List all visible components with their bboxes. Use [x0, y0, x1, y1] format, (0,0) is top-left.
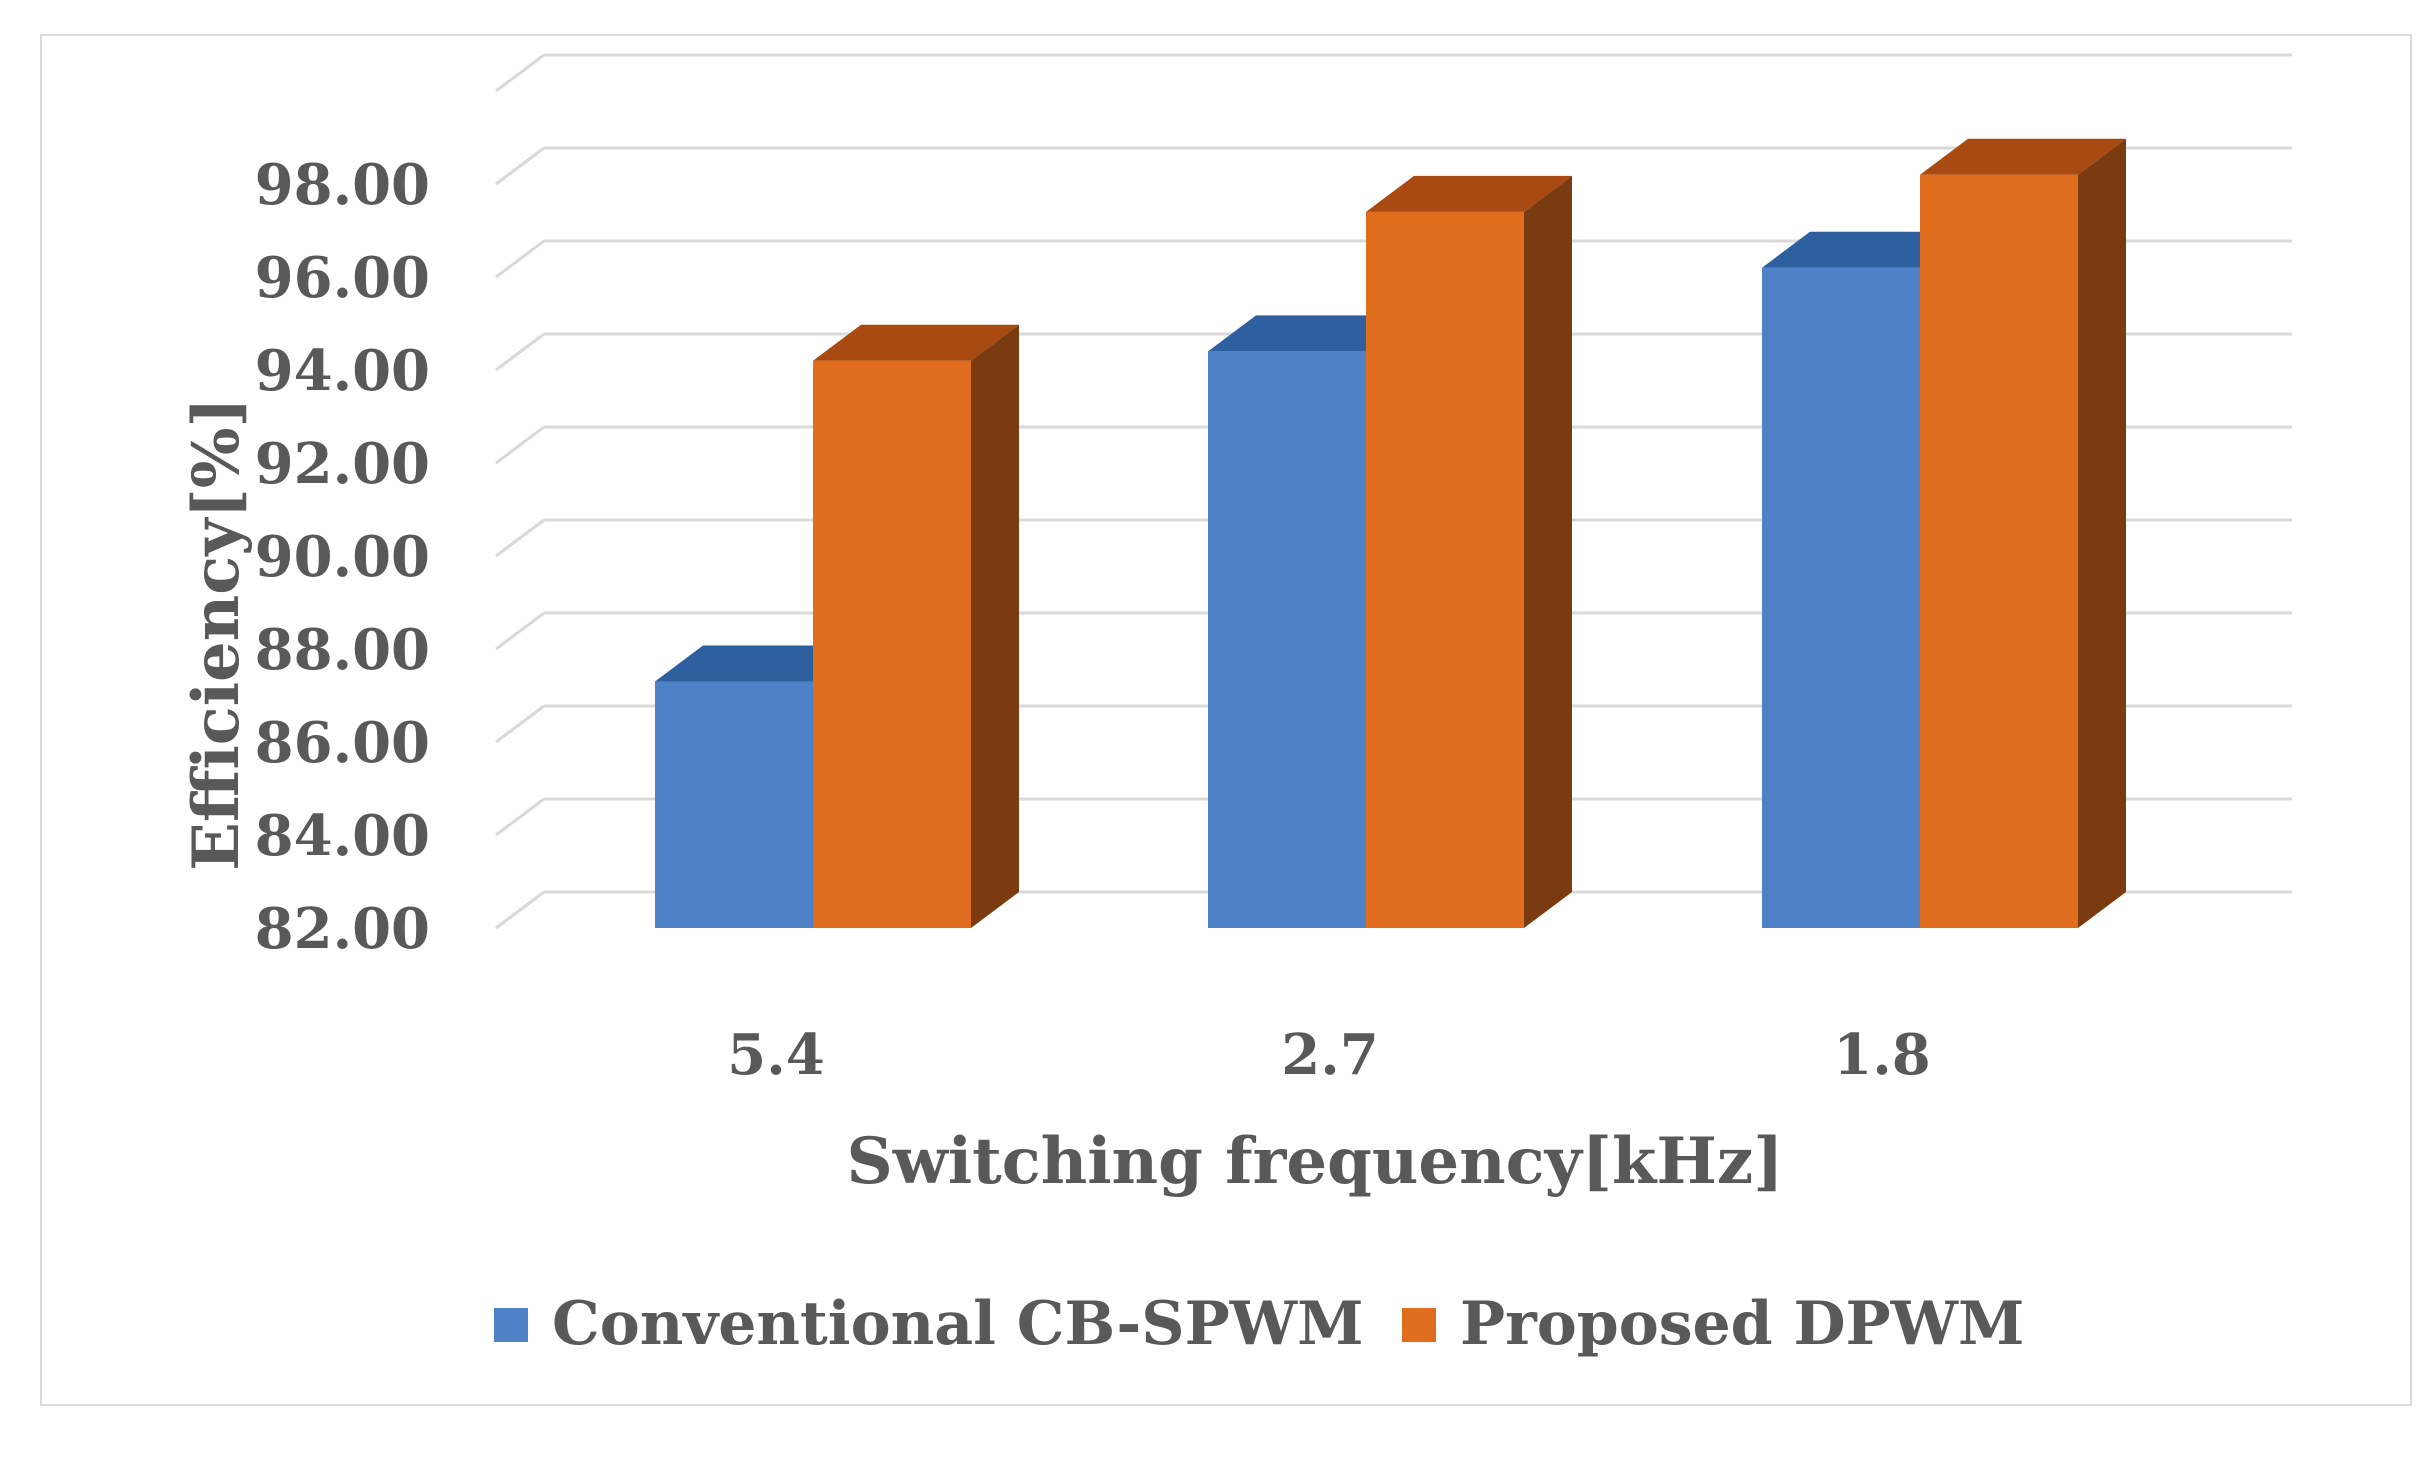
- gridline-diagonal: [495, 518, 545, 558]
- bars: [655, 138, 2126, 928]
- x-tick-label: 5.4: [727, 1022, 824, 1088]
- bar-conventional-2.7: [1208, 315, 1414, 928]
- bar-conventional-5.4: [655, 645, 861, 928]
- legend-label-conventional: Conventional CB-SPWM: [552, 1289, 1364, 1359]
- bar-top-face: [1366, 175, 1572, 212]
- gridline-diagonal: [495, 611, 545, 651]
- x-tick-label: 2.7: [1281, 1022, 1378, 1088]
- bar-front-face: [813, 360, 971, 928]
- bar-top-face: [1920, 138, 2126, 175]
- gridline-diagonal: [495, 53, 545, 93]
- bar-front-face: [1208, 351, 1366, 928]
- bar-proposed-2.7: [1366, 175, 1572, 928]
- gridline-diagonal: [495, 146, 545, 186]
- bar-top-face: [813, 324, 1019, 361]
- y-tick-label: 88.00: [255, 617, 430, 683]
- gridline-diagonal: [495, 704, 545, 744]
- bar-top-face: [1762, 231, 1968, 268]
- y-tick-labels: 82.00 84.00 86.00 88.00 90.00 92.00 94.00 96.00…: [255, 152, 430, 962]
- bar-front-face: [1762, 267, 1920, 928]
- bar-side-face: [2078, 138, 2126, 928]
- gridline-diagonal: [495, 797, 545, 837]
- x-tick-labels: 5.4 2.7 1.8: [727, 1022, 1930, 1088]
- legend: Conventional CB-SPWM Proposed DPWM: [494, 1289, 2024, 1359]
- y-tick-label: 84.00: [255, 803, 430, 869]
- bar-front-face: [1920, 174, 2078, 928]
- bar-front-face: [1366, 211, 1524, 928]
- bar-proposed-1.8: [1920, 138, 2126, 928]
- bar-side-face: [1524, 175, 1572, 928]
- gridline-diagonal: [495, 890, 545, 930]
- y-tick-label: 98.00: [255, 152, 430, 218]
- legend-label-proposed: Proposed DPWM: [1460, 1289, 2024, 1359]
- bar-top-face: [655, 645, 861, 682]
- y-tick-label: 94.00: [255, 338, 430, 404]
- y-tick-label: 86.00: [255, 710, 430, 776]
- y-tick-label: 90.00: [255, 524, 430, 590]
- y-tick-label: 96.00: [255, 245, 430, 311]
- bar-side-face: [971, 324, 1019, 928]
- bar-proposed-5.4: [813, 324, 1019, 928]
- x-tick-label: 1.8: [1833, 1022, 1930, 1088]
- y-tick-label: 82.00: [255, 896, 430, 962]
- x-axis-title: Switching frequency[kHz]: [847, 1124, 1784, 1199]
- gridline-diagonal: [495, 332, 545, 372]
- bar-top-face: [1208, 315, 1414, 352]
- legend-swatch-conventional: [494, 1308, 528, 1342]
- bar-conventional-1.8: [1762, 231, 1968, 928]
- gridline-diagonal: [495, 425, 545, 465]
- gridline-diagonal: [495, 239, 545, 279]
- y-axis-title: Efficiency[%]: [179, 397, 254, 871]
- bar-front-face: [655, 681, 813, 928]
- legend-swatch-proposed: [1402, 1308, 1436, 1342]
- y-tick-label: 92.00: [255, 431, 430, 497]
